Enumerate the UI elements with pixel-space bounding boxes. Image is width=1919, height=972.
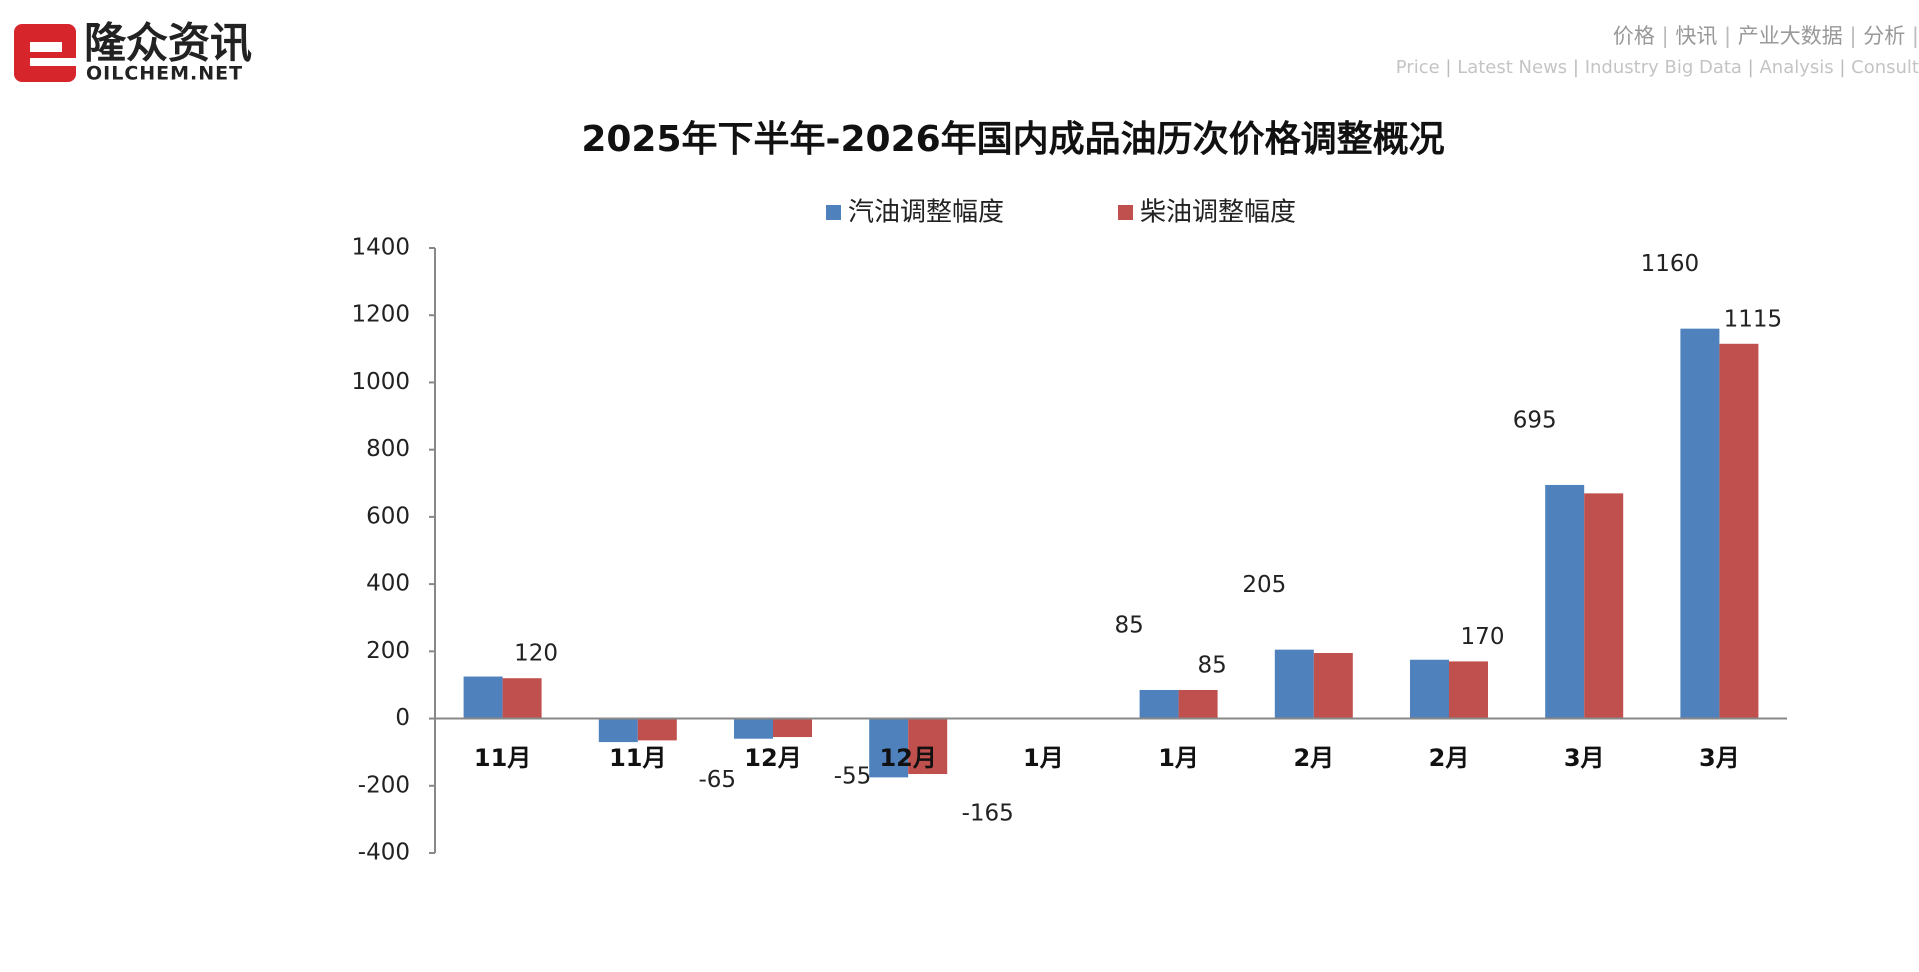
y-tick-label: 600: [366, 503, 410, 529]
bar: [773, 718, 812, 738]
data-label: 170: [1461, 624, 1505, 650]
bar: [734, 718, 773, 739]
y-tick-label: 200: [366, 638, 410, 664]
bar: [1410, 659, 1449, 719]
bar: [1313, 653, 1353, 719]
data-label: -55: [834, 764, 872, 790]
nav-separator: |: [1717, 24, 1737, 49]
nav-item[interactable]: Analysis: [1759, 57, 1833, 78]
x-tick-label: 3月: [1699, 744, 1740, 772]
logo[interactable]: 隆众资讯 OILCHEM.NET: [14, 19, 252, 85]
data-label: -65: [699, 767, 737, 793]
x-tick-label: 3月: [1564, 744, 1605, 772]
logo-icon: [14, 24, 76, 82]
bar: [637, 718, 677, 741]
nav-row: Price | Latest News | Industry Big Data …: [1396, 57, 1919, 78]
x-tick-label: 1月: [1158, 744, 1199, 772]
bar: [1178, 689, 1218, 719]
nav-separator: |: [1567, 57, 1585, 78]
legend-label: 汽油调整幅度: [848, 198, 1004, 228]
logo-icon-cut: [30, 58, 76, 66]
bar: [1449, 661, 1488, 719]
x-tick-label: 2月: [1293, 744, 1334, 772]
y-tick-label: -400: [358, 840, 410, 866]
bar: [598, 718, 638, 743]
x-tick-label: 2月: [1429, 744, 1470, 772]
x-tick-label: 11月: [474, 744, 531, 772]
data-label: -165: [962, 801, 1014, 827]
y-tick-label: -200: [358, 772, 410, 798]
bar: [502, 678, 542, 719]
nav-item[interactable]: Latest News: [1457, 57, 1567, 78]
data-label: 695: [1513, 407, 1557, 433]
data-label: 1160: [1641, 251, 1700, 277]
y-tick-label: 1200: [351, 302, 410, 328]
chart: -400 -200 0 200 400 600 800 1000 1200 1400 汽油调整幅度 柴…: [351, 198, 1787, 866]
nav-separator: |: [1742, 57, 1760, 78]
data-label: 85: [1114, 612, 1143, 638]
bar: [908, 718, 948, 775]
y-tick-label: 1400: [351, 235, 410, 261]
nav-item[interactable]: Price: [1396, 57, 1440, 78]
y-tick-label: 800: [366, 436, 410, 462]
nav-row: 价格 | 快讯 | 产业大数据 | 分析 |: [1613, 24, 1919, 49]
bar: [1274, 649, 1314, 719]
nav-item[interactable]: Industry Big Data: [1585, 57, 1742, 78]
bar: [1680, 328, 1720, 719]
nav-item[interactable]: Consult: [1851, 57, 1919, 78]
nav-separator: |: [1655, 24, 1675, 49]
y-tick-label: 400: [366, 571, 410, 597]
x-tick-label: 12月: [744, 744, 801, 772]
chart-title: 2025年下半年-2026年国内成品油历次价格调整概况: [581, 119, 1444, 160]
nav-item[interactable]: 快讯: [1675, 24, 1717, 48]
bar: [1139, 689, 1179, 719]
logo-en: OILCHEM.NET: [86, 63, 243, 85]
data-label: 85: [1197, 652, 1226, 678]
nav-item[interactable]: 价格: [1613, 24, 1655, 48]
nav-item[interactable]: 产业大数据: [1738, 24, 1843, 48]
nav-item[interactable]: 分析: [1863, 24, 1905, 48]
nav-separator: |: [1843, 24, 1863, 49]
nav-separator: |: [1905, 24, 1919, 49]
data-label: 120: [514, 641, 558, 667]
logo-cn: 隆众资讯: [84, 19, 252, 68]
legend-swatch: [826, 205, 841, 220]
bar: [1545, 484, 1585, 719]
data-label: 1115: [1724, 306, 1783, 332]
data-label: 205: [1242, 572, 1286, 598]
legend-swatch: [1118, 205, 1133, 220]
bar: [1719, 343, 1759, 719]
nav-separator: |: [1440, 57, 1458, 78]
y-tick-label: 0: [395, 705, 410, 731]
bar: [463, 676, 503, 719]
legend-label: 柴油调整幅度: [1140, 198, 1296, 228]
nav-separator: |: [1834, 57, 1852, 78]
bar: [1584, 493, 1624, 719]
x-tick-label: 1月: [1023, 744, 1064, 772]
logo-icon-cut: [30, 42, 62, 52]
x-tick-label: 12月: [879, 744, 936, 772]
bar: [869, 718, 909, 778]
x-tick-label: 11月: [609, 744, 666, 772]
y-tick-label: 1000: [351, 369, 410, 395]
nav: 价格 | 快讯 | 产业大数据 | 分析 | Price | Latest Ne…: [1396, 24, 1919, 78]
